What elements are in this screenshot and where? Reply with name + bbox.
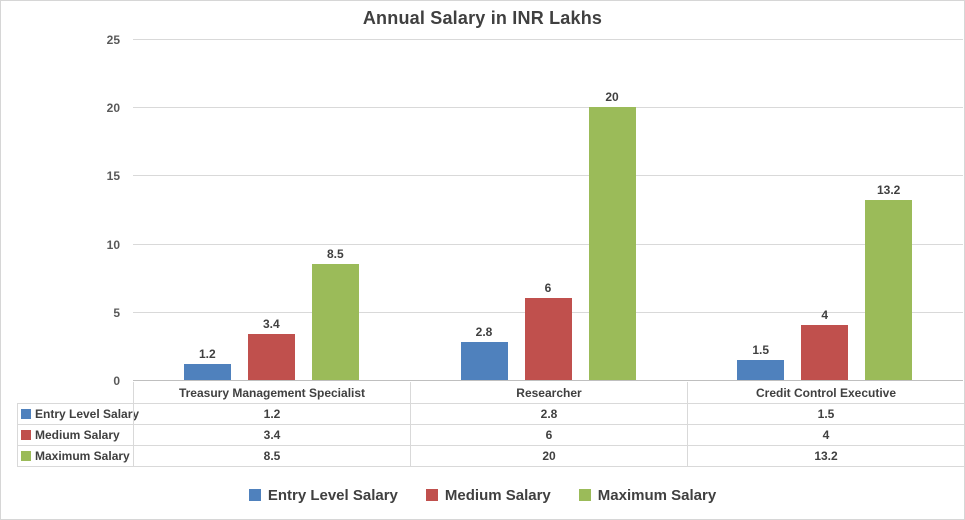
y-axis-tick-5: 5 — [113, 305, 120, 320]
y-axis: 0 5 10 15 20 25 — [1, 33, 120, 388]
bar-groups: 1.2 3.4 8.5 2.8 6 20 1.5 4 13.2 — [133, 40, 963, 380]
table-series-name: Entry Level Salary — [35, 407, 140, 421]
table-corner-cell — [17, 382, 133, 404]
gridline-y-20 — [133, 107, 963, 109]
legend-swatch-icon — [425, 489, 438, 501]
table-series-label-entry-level-salary: Entry Level Salary — [17, 404, 139, 425]
gridline-y-10 — [133, 243, 963, 245]
bar-medium-salary-treasury-management-specialist: 3.4 — [247, 317, 295, 380]
bar-value-label: 4 — [821, 308, 829, 323]
table-series-label-medium-salary: Medium Salary — [17, 425, 133, 446]
table-category-header-treasury-management-specialist: Treasury Management Specialist — [133, 382, 410, 404]
table-value-entry-level-salary-credit-control-executive: 1.5 — [687, 404, 964, 425]
y-axis-tick-15: 15 — [106, 169, 120, 184]
bar-value-label: 6 — [544, 281, 552, 296]
bar-medium-salary-credit-control-executive: 4 — [801, 308, 849, 380]
bar-medium-salary-researcher: 6 — [524, 281, 572, 380]
table-value-entry-level-salary-researcher: 2.8 — [410, 404, 687, 425]
table-category-header-credit-control-executive: Credit Control Executive — [687, 382, 964, 404]
legend-label: Entry Level Salary — [267, 486, 398, 504]
bar-value-label: 3.4 — [262, 316, 280, 331]
table-value-entry-level-salary-treasury-management-specialist: 1.2 — [133, 404, 410, 425]
bar-value-label: 2.8 — [475, 324, 493, 339]
bar-maximum-salary-researcher: 20 — [588, 90, 636, 380]
table-series-name: Medium Salary — [35, 428, 120, 442]
y-axis-tick-25: 25 — [106, 33, 120, 47]
bar-group-credit-control-executive: 1.5 4 13.2 — [686, 40, 963, 380]
legend-label: Maximum Salary — [597, 486, 717, 504]
bar-value-label: 20 — [605, 90, 619, 105]
y-axis-tick-0: 0 — [113, 374, 120, 388]
table-value-maximum-salary-credit-control-executive: 13.2 — [687, 446, 964, 467]
bar-entry-level-salary-credit-control-executive: 1.5 — [737, 343, 785, 380]
legend-label: Medium Salary — [444, 486, 551, 504]
bar-group-researcher: 2.8 6 20 — [410, 40, 687, 380]
bar-value-label: 13.2 — [876, 182, 901, 197]
bar-group-treasury-management-specialist: 1.2 3.4 8.5 — [133, 40, 410, 380]
legend-key-icon — [21, 430, 31, 440]
bar-maximum-salary-treasury-management-specialist: 8.5 — [311, 247, 359, 380]
bar-maximum-salary-credit-control-executive: 13.2 — [865, 183, 913, 380]
y-axis-tick-20: 20 — [106, 101, 120, 116]
table-value-medium-salary-credit-control-executive: 4 — [687, 425, 964, 446]
bar-value-label: 8.5 — [326, 247, 344, 262]
y-axis-tick-10: 10 — [106, 237, 120, 252]
table-series-label-maximum-salary: Maximum Salary — [17, 446, 133, 467]
bar-entry-level-salary-researcher: 2.8 — [460, 325, 508, 380]
gridline-y-15 — [133, 175, 963, 177]
bar-entry-level-salary-treasury-management-specialist: 1.2 — [183, 347, 231, 380]
plot-area: 1.2 3.4 8.5 2.8 6 20 1.5 4 13.2 — [133, 39, 963, 381]
legend-item-maximum-salary: Maximum Salary — [578, 486, 717, 504]
legend-key-icon — [21, 409, 31, 419]
bar-value-label: 1.2 — [198, 346, 216, 361]
table-value-maximum-salary-researcher: 20 — [410, 446, 687, 467]
gridline-y-25 — [133, 39, 963, 40]
legend-item-entry-level-salary: Entry Level Salary — [248, 486, 398, 504]
table-value-maximum-salary-treasury-management-specialist: 8.5 — [133, 446, 410, 467]
legend-item-medium-salary: Medium Salary — [425, 486, 551, 504]
legend-key-icon — [21, 451, 31, 461]
table-category-header-researcher: Researcher — [410, 382, 687, 404]
table-series-name: Maximum Salary — [35, 449, 130, 463]
legend-swatch-icon — [578, 489, 591, 501]
table-value-medium-salary-treasury-management-specialist: 3.4 — [133, 425, 410, 446]
legend: Entry Level Salary Medium Salary Maximum S… — [1, 482, 964, 508]
data-table: Treasury Management Specialist Researcher… — [17, 382, 964, 467]
legend-swatch-icon — [248, 489, 261, 501]
table-value-medium-salary-researcher: 6 — [410, 425, 687, 446]
bar-value-label: 1.5 — [752, 342, 770, 357]
chart-title: Annual Salary in INR Lakhs — [362, 8, 603, 28]
